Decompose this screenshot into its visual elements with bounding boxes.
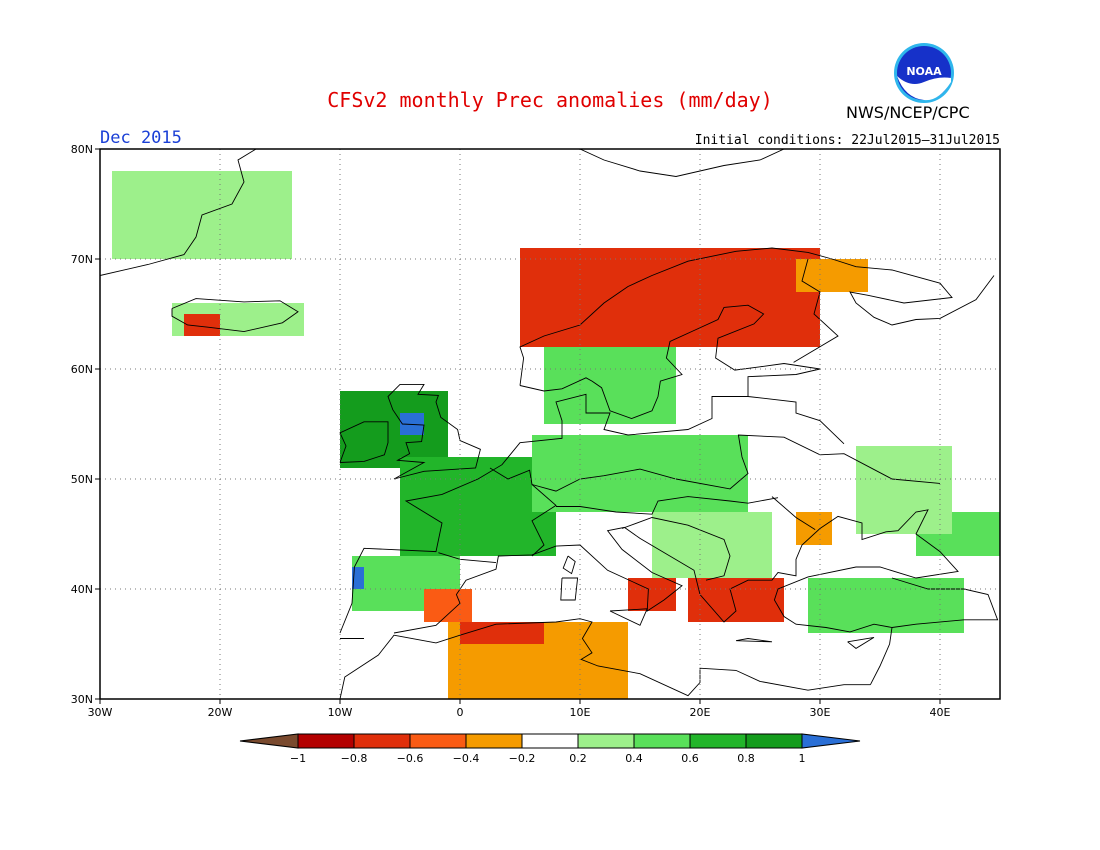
organization-label: NWS/NCEP/CPC xyxy=(846,103,970,122)
colorbar-segment xyxy=(409,733,467,749)
lon-tick-label: 10E xyxy=(570,706,591,719)
lat-tick-label: 60N xyxy=(71,363,93,376)
anomaly-region xyxy=(400,413,424,435)
colorbar-label: −0.8 xyxy=(341,752,368,765)
anomaly-region xyxy=(544,347,676,424)
lon-tick-label: 20W xyxy=(208,706,233,719)
colorbar-low-arrow xyxy=(239,733,299,749)
initial-conditions: Initial conditions: 22Jul2015–31Jul2015 xyxy=(694,133,1000,148)
coastline xyxy=(891,577,999,628)
coastline xyxy=(621,517,731,581)
anomaly-region xyxy=(424,589,472,622)
lat-tick-label: 70N xyxy=(71,253,93,266)
anomaly-region xyxy=(856,446,952,534)
anomaly-region xyxy=(808,578,964,633)
coastline xyxy=(531,434,941,492)
lat-tick-label: 30N xyxy=(71,693,93,706)
anomaly-region xyxy=(340,391,448,468)
coastline xyxy=(100,149,257,276)
coastline xyxy=(489,467,557,557)
map-frame xyxy=(99,148,1001,700)
coastline xyxy=(735,638,773,643)
coastline xyxy=(387,383,481,480)
coastline xyxy=(560,577,579,601)
colorbar-segment xyxy=(521,733,579,749)
coastline xyxy=(339,618,871,699)
colorbar-segment xyxy=(353,733,411,749)
lon-tick-label: 20E xyxy=(690,706,711,719)
anomaly-region xyxy=(796,259,868,292)
colorbar-segment xyxy=(633,733,691,749)
colorbar-label: −1 xyxy=(290,752,306,765)
lon-tick-label: 10W xyxy=(328,706,353,719)
lon-tick-label: 30E xyxy=(810,706,831,719)
lon-tick-label: 40E xyxy=(930,706,951,719)
coastline xyxy=(609,608,648,626)
anomaly-region xyxy=(520,248,820,347)
coastline xyxy=(562,555,576,575)
forecast-month: Dec 2015 xyxy=(100,128,182,148)
coastline xyxy=(519,247,995,386)
anomaly-region xyxy=(352,567,364,589)
coastlines xyxy=(100,149,999,699)
colorbar-label: −0.4 xyxy=(453,752,480,765)
coastline xyxy=(579,149,785,177)
colorbar-label: 0.6 xyxy=(681,752,699,765)
chart-title: CFSv2 monthly Prec anomalies (mm/day) xyxy=(327,88,773,112)
lat-tick-label: 80N xyxy=(71,143,93,156)
colorbar-label: 0.2 xyxy=(569,752,587,765)
anomaly-region xyxy=(184,314,220,336)
coastline xyxy=(771,496,816,530)
coastline xyxy=(393,509,959,685)
anomaly-region xyxy=(652,512,772,578)
colorbar-label: 1 xyxy=(799,752,806,765)
colorbar-segment xyxy=(297,733,355,749)
coastline xyxy=(847,636,875,649)
noaa-logo: NOAA xyxy=(893,42,955,104)
anomaly-cells xyxy=(112,171,1000,699)
colorbar-label: 0.4 xyxy=(625,752,643,765)
coastline xyxy=(747,396,845,445)
colorbar-segment xyxy=(689,733,747,749)
lon-tick-label: 0 xyxy=(457,706,464,719)
coastline xyxy=(556,496,779,515)
axis-ticks: 30N 40N 50N 60N 70N 80N 30W 20W 10W 0 10E 20E 30E 40E xyxy=(71,143,951,719)
colorbar-segment xyxy=(465,733,523,749)
lat-tick-label: 40N xyxy=(71,583,93,596)
colorbar-segment xyxy=(745,733,803,749)
gridlines xyxy=(100,149,1000,699)
anomaly-region xyxy=(532,435,748,512)
coastline xyxy=(793,258,839,363)
coastline xyxy=(519,304,821,419)
anomaly-region xyxy=(460,622,544,644)
coastline xyxy=(339,368,821,634)
coastline xyxy=(339,421,389,463)
colorbar-legend: −1 −0.8 −0.6 −0.4 −0.2 0.2 0.4 0.6 0.8 1 xyxy=(239,733,861,765)
colorbar-label: −0.6 xyxy=(397,752,424,765)
lon-tick-label: 30W xyxy=(88,706,113,719)
coastline xyxy=(171,298,299,333)
colorbar-segment xyxy=(577,733,635,749)
anomaly-region xyxy=(688,578,784,622)
colorbar-label: 0.8 xyxy=(737,752,755,765)
lat-tick-label: 50N xyxy=(71,473,93,486)
svg-text:NOAA: NOAA xyxy=(906,65,942,78)
colorbar-label: −0.2 xyxy=(509,752,536,765)
colorbar-high-arrow xyxy=(801,733,861,749)
